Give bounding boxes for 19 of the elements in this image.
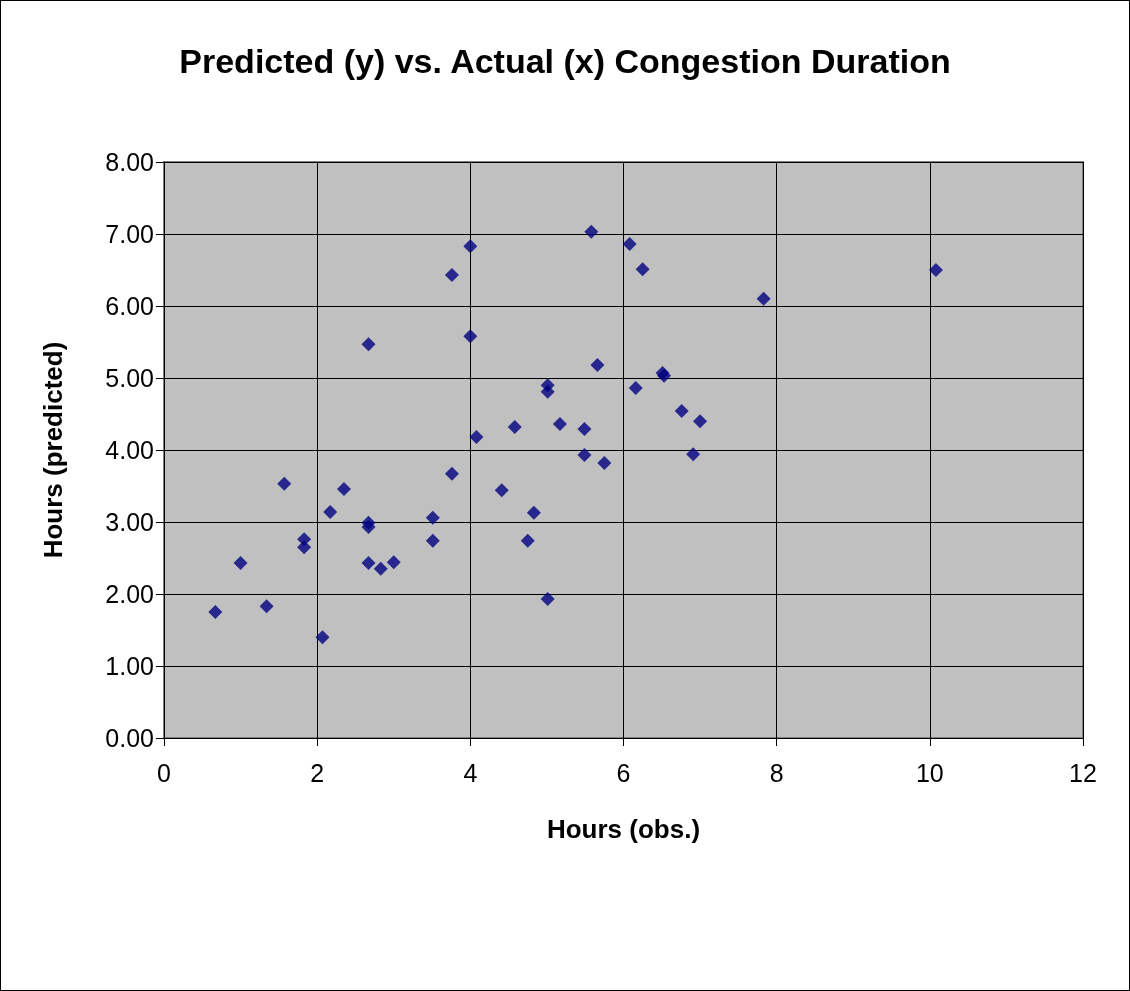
x-tick-label: 0 xyxy=(157,758,171,787)
x-tick-label: 8 xyxy=(769,758,784,787)
y-tick-label: 4.00 xyxy=(105,436,154,464)
chart-title: Predicted (y) vs. Actual (x) Congestion Duration xyxy=(179,42,951,80)
x-tick-label: 12 xyxy=(1069,758,1097,787)
x-tick-label: 4 xyxy=(463,758,478,787)
y-tick-label: 1.00 xyxy=(105,652,154,680)
y-tick-label: 8.00 xyxy=(105,148,154,176)
x-tick-label: 6 xyxy=(616,758,631,787)
x-tick-label: 10 xyxy=(915,758,944,787)
y-tick-label: 5.00 xyxy=(105,364,154,392)
y-tick-label: 3.00 xyxy=(105,508,154,536)
y-tick-label: 6.00 xyxy=(105,292,154,320)
x-tick-label: 2 xyxy=(310,758,325,787)
x-axis-title: Hours (obs.) xyxy=(546,814,701,844)
y-tick-label: 7.00 xyxy=(105,220,154,248)
y-axis-title: Hours (predicted) xyxy=(38,341,68,559)
y-tick-label: 2.00 xyxy=(105,580,154,608)
y-tick-label: 0.00 xyxy=(105,724,154,752)
